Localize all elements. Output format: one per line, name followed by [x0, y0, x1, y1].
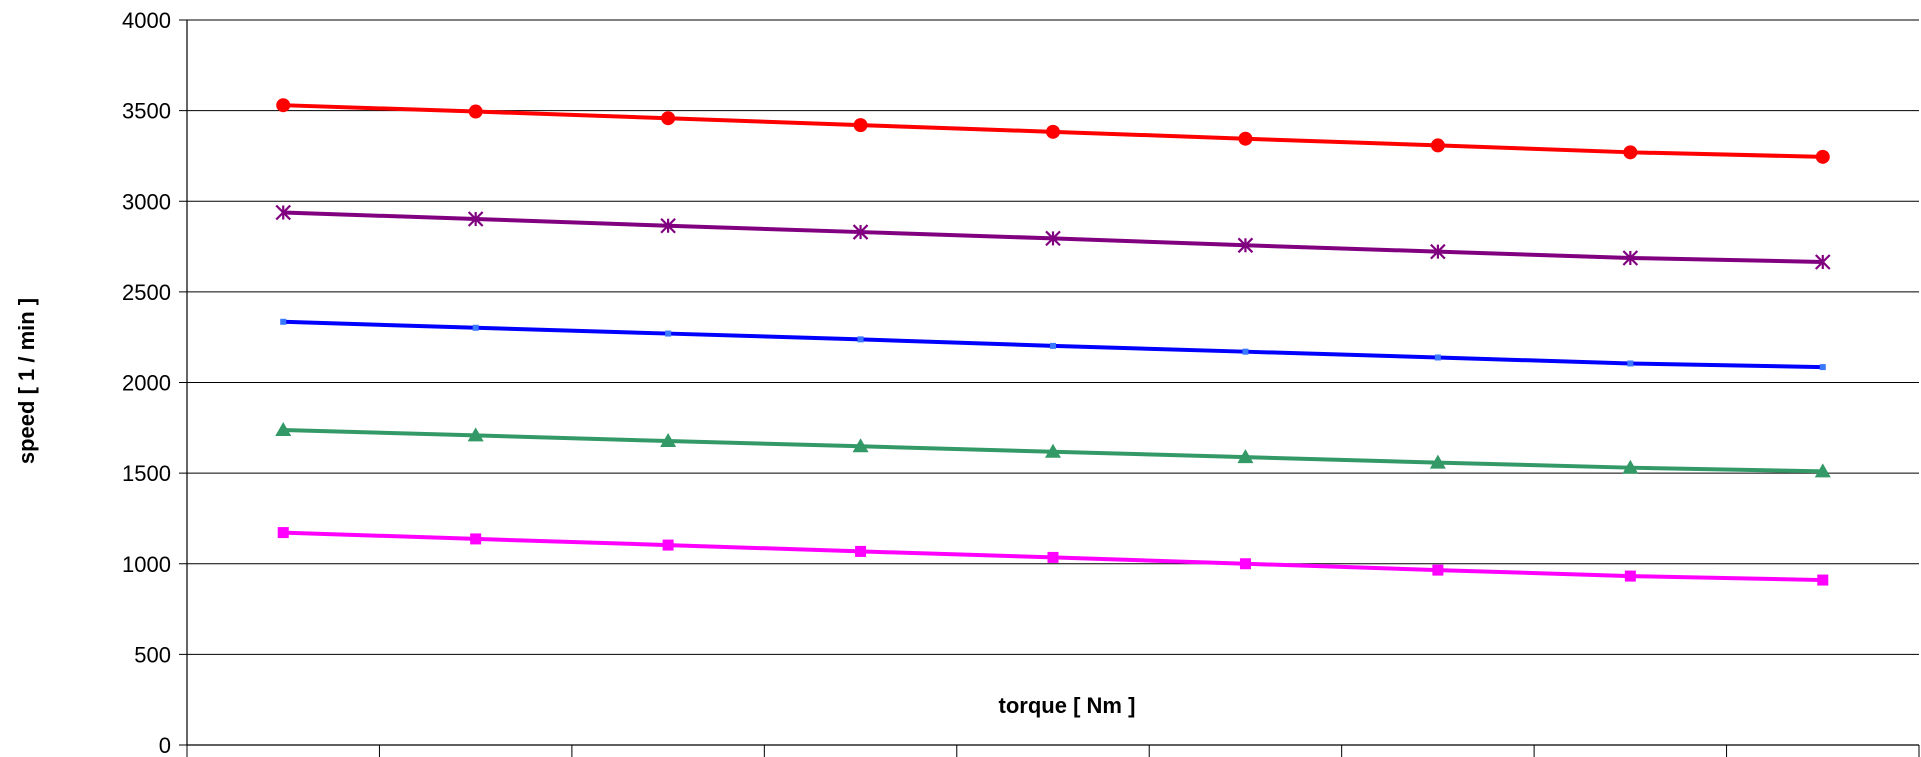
data-point	[853, 118, 868, 133]
series-2	[275, 204, 1831, 270]
data-point	[276, 98, 291, 113]
y-tick-label: 1000	[122, 552, 171, 577]
data-point	[1622, 459, 1639, 474]
data-point	[467, 427, 484, 442]
data-point	[472, 324, 479, 331]
data-point	[1239, 558, 1251, 570]
data-point	[1627, 360, 1634, 367]
data-point	[1238, 131, 1253, 146]
data-point	[1624, 570, 1636, 582]
data-point	[1815, 254, 1831, 270]
data-point	[661, 111, 676, 126]
data-point	[1432, 564, 1444, 576]
x-axis-ticks	[186, 745, 1920, 757]
data-point	[1429, 454, 1446, 469]
series-group	[275, 98, 1831, 586]
data-point	[1050, 342, 1056, 349]
data-point	[852, 438, 869, 453]
y-tick-label: 2500	[122, 280, 171, 305]
data-point	[277, 527, 289, 539]
y-tick-label: 3000	[122, 189, 171, 214]
data-point	[1045, 443, 1061, 458]
data-point	[275, 421, 292, 436]
data-point	[665, 330, 672, 337]
data-point	[468, 104, 483, 119]
y-tick-label: 3500	[122, 99, 171, 124]
data-point	[857, 336, 864, 343]
series-3	[280, 318, 1826, 371]
data-point	[1046, 124, 1060, 139]
data-point	[1045, 230, 1061, 247]
y-axis-ticks: 0 500 1000 1500 2000 2500 3000 3500 4000	[122, 8, 187, 757]
data-point	[662, 539, 674, 551]
data-point	[852, 224, 869, 240]
data-point	[280, 318, 287, 325]
series-4	[275, 421, 1831, 478]
series-5	[277, 527, 1829, 586]
data-point	[275, 204, 292, 221]
y-axis-title: speed [ 1 / min ]	[14, 298, 39, 464]
data-point	[1047, 551, 1059, 563]
y-tick-label: 1500	[122, 461, 171, 486]
data-point	[1817, 574, 1829, 586]
data-point	[1814, 463, 1831, 478]
data-point	[470, 533, 482, 545]
data-point	[660, 433, 677, 448]
data-point	[855, 545, 867, 557]
data-point	[1434, 354, 1441, 361]
series-1	[276, 98, 1830, 164]
data-point	[1242, 348, 1249, 355]
data-point	[1237, 237, 1254, 254]
y-tick-label: 4000	[122, 8, 171, 33]
data-point	[1430, 138, 1445, 153]
data-point	[1623, 145, 1638, 160]
data-point	[467, 211, 484, 227]
y-tick-label: 500	[134, 642, 171, 667]
data-point	[1430, 243, 1446, 260]
data-point	[1622, 250, 1639, 266]
y-tick-label: 2000	[122, 371, 171, 396]
y-tick-label: 0	[159, 733, 171, 757]
x-axis-title: torque [ Nm ]	[999, 693, 1136, 718]
data-point	[660, 217, 676, 234]
data-point	[1815, 149, 1830, 164]
data-point	[1819, 364, 1826, 371]
data-point	[1237, 449, 1254, 464]
